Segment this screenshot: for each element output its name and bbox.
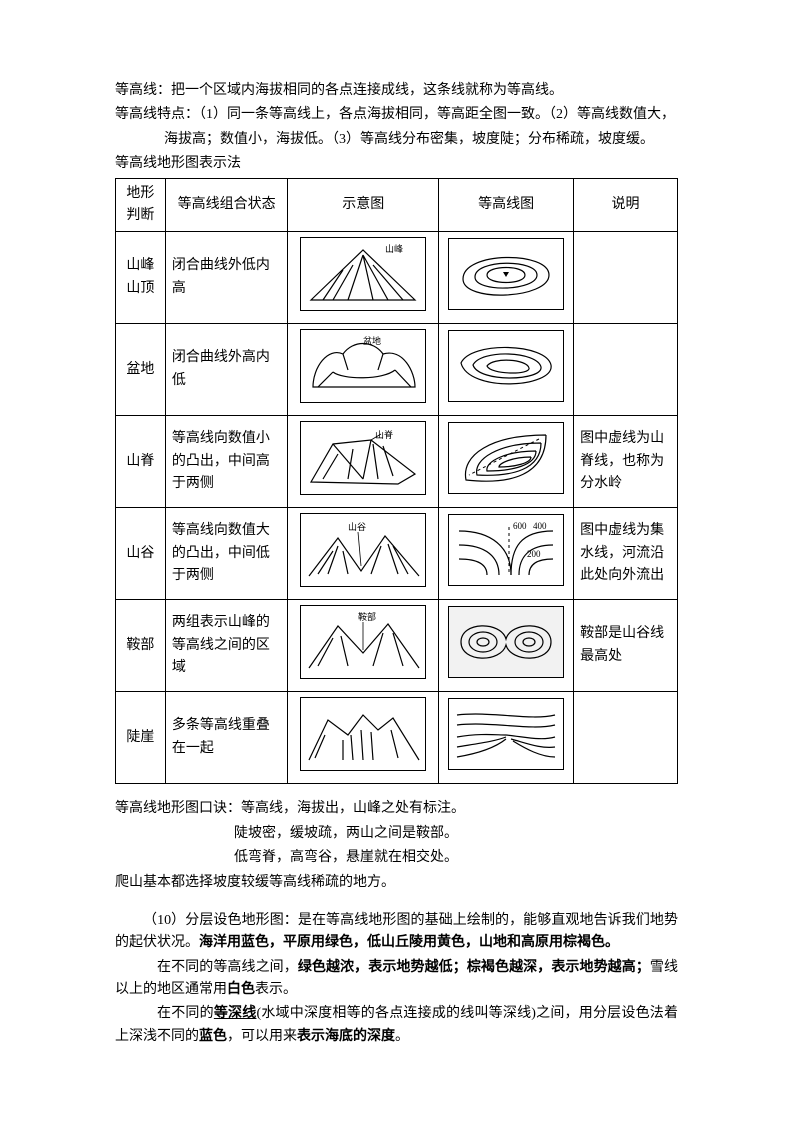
page-root: 等高线：把一个区域内海拔相同的各点连接成线，这条线就称为等高线。 等高线特点：（… [0, 0, 793, 1122]
sec10-p2: 在不同的等高线之间，绿色越浓，表示地势越低；棕褐色越深，表示地势越高；雪线以上的… [115, 957, 678, 1002]
sketch-cliff-figure [300, 697, 426, 771]
table-row: 盆地 闭合曲线外高内低 盆地 [116, 324, 678, 416]
para-contour-feat-b: 海拔高；数值小，海拔低。（3）等高线分布密集，坡度陡；分布稀疏，坡度缓。 [115, 129, 678, 151]
contour-peak-figure [448, 238, 564, 310]
sketch-ridge-label: 山脊 [375, 429, 393, 440]
cell-contour-basin [439, 324, 574, 416]
cell-desc-peak: 闭合曲线外低内高 [165, 232, 288, 324]
cell-sketch-basin: 盆地 [288, 324, 439, 416]
th-contour: 等高线图 [439, 178, 574, 232]
cell-sketch-cliff [288, 692, 439, 784]
sketch-basin-svg: 盆地 [303, 332, 423, 400]
cell-explain-basin [574, 324, 678, 416]
contour-cliff-figure [448, 698, 564, 770]
para-contour-def: 等高线：把一个区域内海拔相同的各点连接成线，这条线就称为等高线。 [115, 80, 678, 102]
cell-sketch-peak: 山峰 [288, 232, 439, 324]
sketch-basin-label: 盆地 [363, 335, 381, 346]
sec10-p3e: ，可以用来 [227, 1029, 297, 1044]
sec10-p1: （10）分层设色地形图：是在等高线地形图的基础上绘制的，能够直观地告诉我们地势的… [115, 910, 678, 955]
contour-valley-figure: 600 400 200 [448, 514, 564, 586]
cell-name-basin: 盆地 [116, 324, 166, 416]
cell-sketch-valley: 山谷 [288, 508, 439, 600]
cell-contour-saddle [439, 600, 574, 692]
sketch-valley-svg: 山谷 [303, 516, 423, 584]
cell-desc-basin: 闭合曲线外高内低 [165, 324, 288, 416]
sketch-peak-figure: 山峰 [300, 237, 426, 311]
table-row: 陡崖 多条等高线重叠在一起 [116, 692, 678, 784]
sketch-basin-figure: 盆地 [300, 329, 426, 403]
sketch-ridge-figure: 山脊 [300, 421, 426, 495]
th-landform: 地形判断 [116, 178, 166, 232]
contour-ridge-figure [448, 422, 564, 494]
contour-peak-svg [451, 241, 561, 307]
table-row: 山脊 等高线向数值小的凸出，中间高于两侧 山脊 [116, 416, 678, 508]
cell-name-saddle: 鞍部 [116, 600, 166, 692]
contour-valley-600: 600 [513, 521, 527, 531]
table-row: 鞍部 两组表示山峰的等高线之间的区域 鞍部 [116, 600, 678, 692]
cell-name-cliff: 陡崖 [116, 692, 166, 784]
topo-table: 地形判断 等高线组合状态 示意图 等高线图 说明 山峰山顶 闭合曲线外低内高 山… [115, 178, 678, 785]
mnemonic-line2: 陡坡密，缓坡疏，两山之间是鞍部。 [115, 823, 678, 845]
sec10-p2e: 表示。 [255, 982, 297, 997]
mnemonic-line1: 等高线地形图口诀：等高线，海拔出，山峰之处有标注。 [115, 798, 678, 820]
table-row: 山谷 等高线向数值大的凸出，中间低于两侧 山谷 [116, 508, 678, 600]
sketch-ridge-svg: 山脊 [303, 424, 423, 492]
sec10-p3a: 在不同的 [157, 1006, 214, 1021]
cell-explain-peak [574, 232, 678, 324]
sec10-p2b: 绿色越浓，表示地势越低；棕褐色越深，表示地势越高； [298, 960, 650, 975]
cell-contour-valley: 600 400 200 [439, 508, 574, 600]
contour-valley-200: 200 [527, 549, 541, 559]
table-header-row: 地形判断 等高线组合状态 示意图 等高线图 说明 [116, 178, 678, 232]
th-state: 等高线组合状态 [165, 178, 288, 232]
sketch-saddle-label: 鞍部 [358, 611, 376, 622]
th-explain: 说明 [574, 178, 678, 232]
cell-name-peak: 山峰山顶 [116, 232, 166, 324]
contour-saddle-svg [451, 609, 561, 675]
sec10-p3g: 。 [395, 1029, 409, 1044]
sec10-p3d: 蓝色 [199, 1029, 227, 1044]
sec10-p3b: 等深线 [214, 1006, 257, 1021]
sec10-p3f: 表示海底的深度 [297, 1029, 395, 1044]
cell-explain-valley: 图中虚线为集水线，河流沿此处向外流出 [574, 508, 678, 600]
contour-ridge-svg [451, 425, 561, 491]
sketch-peak-svg: 山峰 [303, 240, 423, 308]
sketch-saddle-svg: 鞍部 [303, 608, 423, 676]
sketch-peak-label: 山峰 [385, 244, 403, 254]
cell-contour-ridge [439, 416, 574, 508]
sketch-saddle-figure: 鞍部 [300, 605, 426, 679]
spacer [115, 896, 678, 910]
sketch-cliff-svg [303, 700, 423, 768]
th-sketch: 示意图 [288, 178, 439, 232]
cell-contour-cliff [439, 692, 574, 784]
contour-valley-400: 400 [533, 521, 547, 531]
cell-explain-ridge: 图中虚线为山脊线，也称为分水岭 [574, 416, 678, 508]
sec10-p2a: 在不同的等高线之间， [157, 960, 298, 975]
cell-name-ridge: 山脊 [116, 416, 166, 508]
table-row: 山峰山顶 闭合曲线外低内高 山峰 [116, 232, 678, 324]
sec10-p1b: 海洋用蓝色，平原用绿色，低山丘陵用黄色，山地和高原用棕褐色。 [199, 935, 619, 950]
cell-explain-cliff [574, 692, 678, 784]
cell-explain-saddle: 鞍部是山谷线最高处 [574, 600, 678, 692]
cell-desc-cliff: 多条等高线重叠在一起 [165, 692, 288, 784]
contour-basin-svg [451, 333, 561, 399]
cell-desc-ridge: 等高线向数值小的凸出，中间高于两侧 [165, 416, 288, 508]
cell-sketch-ridge: 山脊 [288, 416, 439, 508]
mnemonic-line4: 爬山基本都选择坡度较缓等高线稀疏的地方。 [115, 872, 678, 894]
para-contour-feat-a: 等高线特点：（1）同一条等高线上，各点海拔相同，等高距全图一致。（2）等高线数值… [115, 104, 678, 126]
sketch-valley-figure: 山谷 [300, 513, 426, 587]
mnemonic-line3: 低弯脊，高弯谷，悬崖就在相交处。 [115, 847, 678, 869]
cell-desc-saddle: 两组表示山峰的等高线之间的区域 [165, 600, 288, 692]
sec10-p3: 在不同的等深线(水域中深度相等的各点连接成的线叫等深线)之间，用分层设色法着上深… [115, 1003, 678, 1048]
cell-sketch-saddle: 鞍部 [288, 600, 439, 692]
sec10-p2d: 白色 [227, 982, 255, 997]
cell-contour-peak [439, 232, 574, 324]
cell-name-valley: 山谷 [116, 508, 166, 600]
contour-cliff-svg [451, 701, 561, 767]
sketch-valley-label: 山谷 [348, 522, 366, 532]
cell-desc-valley: 等高线向数值大的凸出，中间低于两侧 [165, 508, 288, 600]
contour-saddle-figure [448, 606, 564, 678]
para-table-title: 等高线地形图表示法 [115, 153, 678, 175]
contour-valley-svg: 600 400 200 [451, 517, 561, 583]
contour-basin-figure [448, 330, 564, 402]
